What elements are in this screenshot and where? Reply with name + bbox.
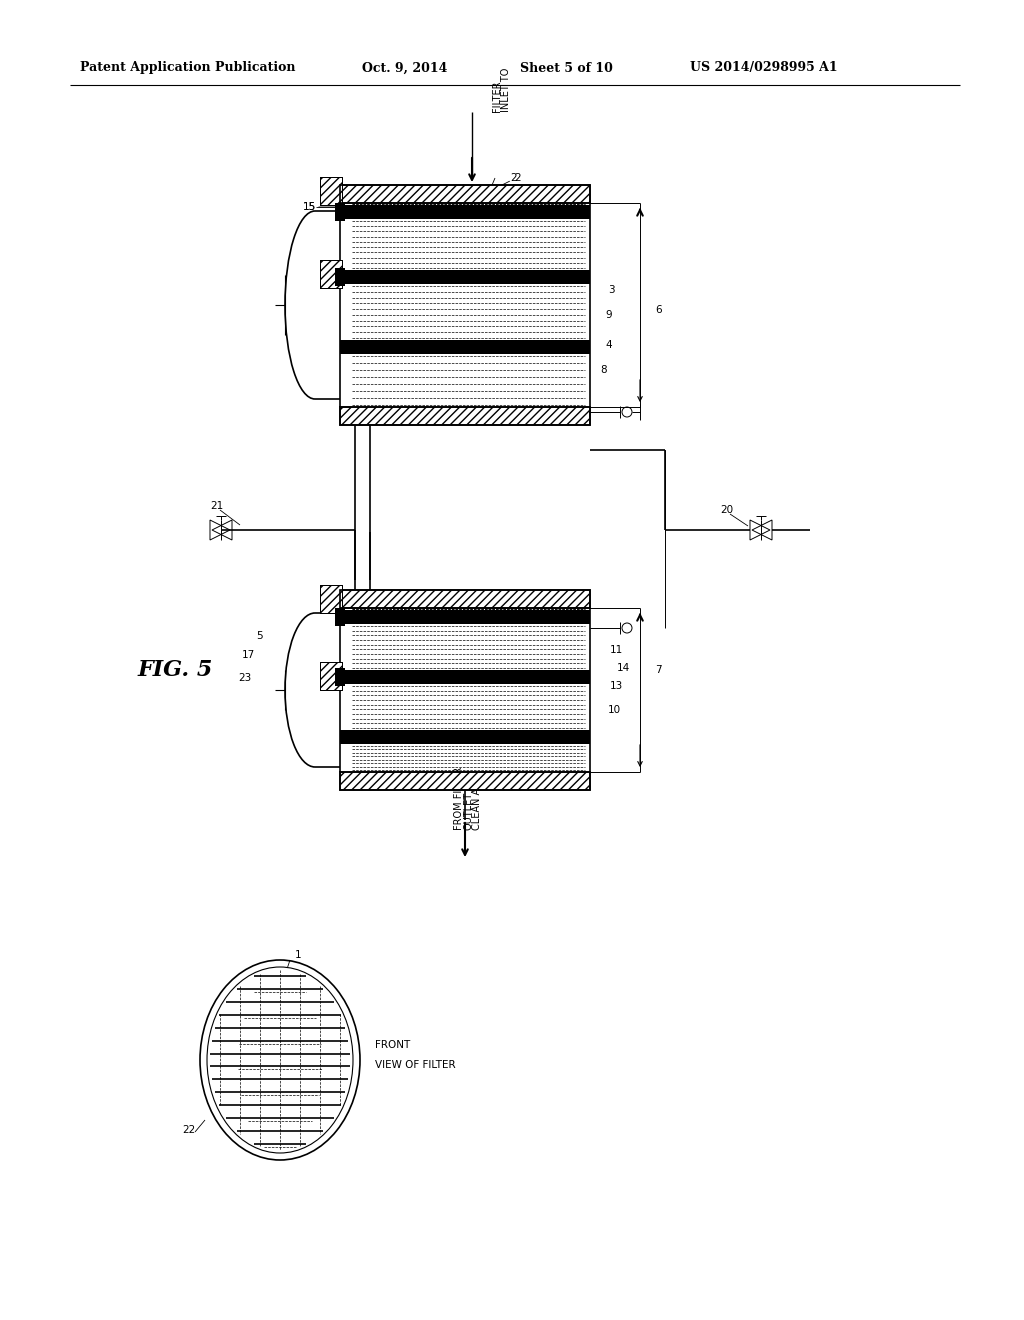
Text: 1: 1 — [295, 950, 302, 960]
Text: 5: 5 — [256, 631, 262, 642]
Bar — [340, 205, 590, 219]
Text: 2: 2 — [510, 173, 517, 183]
Text: 14: 14 — [617, 663, 630, 673]
Text: Oct. 9, 2014: Oct. 9, 2014 — [362, 62, 447, 74]
Text: 20: 20 — [720, 506, 733, 515]
Text: 11: 11 — [610, 645, 624, 655]
Bar — [335, 268, 345, 286]
Bar — [319, 663, 342, 690]
Text: VIEW OF FILTER: VIEW OF FILTER — [375, 1060, 456, 1071]
Text: US 2014/0298995 A1: US 2014/0298995 A1 — [690, 62, 838, 74]
Text: 3: 3 — [608, 285, 614, 294]
Bar — [340, 610, 590, 624]
Text: 7: 7 — [655, 665, 662, 675]
Text: OUTLET: OUTLET — [463, 792, 473, 830]
Text: 8: 8 — [600, 366, 606, 375]
Text: 13: 13 — [610, 681, 624, 690]
Text: FIG. 5: FIG. 5 — [138, 659, 213, 681]
Bar — [319, 260, 342, 288]
Bar — [340, 271, 590, 284]
Bar — [335, 668, 345, 686]
Bar — [319, 585, 342, 612]
Bar — [340, 590, 590, 609]
Text: Patent Application Publication: Patent Application Publication — [80, 62, 296, 74]
Bar — [340, 590, 590, 609]
Text: Sheet 5 of 10: Sheet 5 of 10 — [520, 62, 613, 74]
Bar — [319, 177, 342, 205]
Bar — [319, 585, 342, 612]
Bar — [340, 671, 590, 684]
Bar — [340, 772, 590, 789]
Text: 15: 15 — [303, 202, 316, 213]
Text: 17: 17 — [242, 649, 255, 660]
Text: INLET TO: INLET TO — [501, 67, 511, 112]
Ellipse shape — [200, 960, 360, 1160]
Text: 22: 22 — [182, 1125, 196, 1135]
Text: 4: 4 — [605, 341, 611, 350]
Text: CLEAN AIR: CLEAN AIR — [472, 777, 482, 830]
Bar — [335, 609, 345, 626]
Bar — [340, 730, 590, 744]
Bar — [340, 772, 590, 789]
Bar — [340, 407, 590, 425]
Text: 6: 6 — [655, 305, 662, 315]
Text: 2: 2 — [514, 173, 520, 183]
Bar — [340, 407, 590, 425]
Bar — [319, 663, 342, 690]
Bar — [340, 185, 590, 203]
Text: FRONT: FRONT — [375, 1040, 411, 1049]
Bar — [340, 341, 590, 354]
Bar — [319, 177, 342, 205]
Text: 23: 23 — [238, 673, 251, 682]
Text: 15: 15 — [303, 202, 316, 213]
Text: 9: 9 — [605, 310, 611, 319]
Bar — [319, 260, 342, 288]
Text: 10: 10 — [608, 705, 622, 715]
Text: 21: 21 — [210, 502, 223, 511]
Text: FROM FILTER: FROM FILTER — [454, 767, 464, 830]
Text: FILTER: FILTER — [492, 81, 502, 112]
Ellipse shape — [207, 968, 353, 1152]
Bar — [340, 185, 590, 203]
Bar — [335, 203, 345, 220]
